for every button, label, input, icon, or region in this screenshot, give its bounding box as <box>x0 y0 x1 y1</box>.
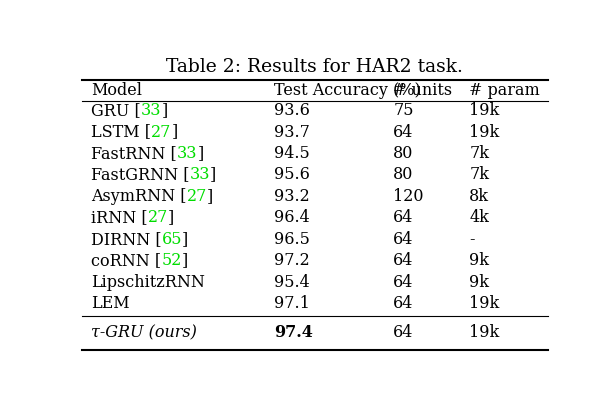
Text: LSTM [: LSTM [ <box>91 123 151 140</box>
Text: ]: ] <box>182 252 188 269</box>
Text: 93.6: 93.6 <box>274 102 310 119</box>
Text: 80: 80 <box>393 166 414 183</box>
Text: ]: ] <box>182 231 188 248</box>
Text: 96.4: 96.4 <box>274 209 310 226</box>
Text: 64: 64 <box>393 274 414 291</box>
Text: AsymRNN [: AsymRNN [ <box>91 188 187 205</box>
Text: GRU [: GRU [ <box>91 102 141 119</box>
Text: 4k: 4k <box>469 209 489 226</box>
Text: 96.5: 96.5 <box>274 231 310 248</box>
Text: FastGRNN [: FastGRNN [ <box>91 166 190 183</box>
Text: 33: 33 <box>190 166 210 183</box>
Text: 64: 64 <box>393 295 414 312</box>
Text: # param: # param <box>469 82 540 99</box>
Text: 75: 75 <box>393 102 414 119</box>
Text: 19k: 19k <box>469 295 500 312</box>
Text: ]: ] <box>171 123 177 140</box>
Text: Table 2: Results for HAR2 task.: Table 2: Results for HAR2 task. <box>166 59 463 76</box>
Text: 94.5: 94.5 <box>274 145 310 162</box>
Text: 8k: 8k <box>469 188 489 205</box>
Text: 64: 64 <box>393 252 414 269</box>
Text: ]: ] <box>197 145 203 162</box>
Text: 27: 27 <box>147 209 168 226</box>
Text: 80: 80 <box>393 145 414 162</box>
Text: 64: 64 <box>393 209 414 226</box>
Text: FastRNN [: FastRNN [ <box>91 145 177 162</box>
Text: ]: ] <box>207 188 213 205</box>
Text: Model: Model <box>91 82 142 99</box>
Text: ]: ] <box>161 102 168 119</box>
Text: 65: 65 <box>161 231 182 248</box>
Text: LipschitzRNN: LipschitzRNN <box>91 274 205 291</box>
Text: LEM: LEM <box>91 295 130 312</box>
Text: 97.2: 97.2 <box>274 252 310 269</box>
Text: 95.4: 95.4 <box>274 274 310 291</box>
Text: 27: 27 <box>151 123 171 140</box>
Text: 93.7: 93.7 <box>274 123 310 140</box>
Text: 9k: 9k <box>469 252 489 269</box>
Text: -: - <box>469 231 475 248</box>
Text: 9k: 9k <box>469 274 489 291</box>
Text: 120: 120 <box>393 188 424 205</box>
Text: 64: 64 <box>393 231 414 248</box>
Text: 7k: 7k <box>469 166 489 183</box>
Text: 93.2: 93.2 <box>274 188 310 205</box>
Text: 97.1: 97.1 <box>274 295 310 312</box>
Text: 33: 33 <box>177 145 197 162</box>
Text: 19k: 19k <box>469 102 500 119</box>
Text: # units: # units <box>393 82 453 99</box>
Text: 19k: 19k <box>469 123 500 140</box>
Text: coRNN [: coRNN [ <box>91 252 161 269</box>
Text: 7k: 7k <box>469 145 489 162</box>
Text: 97.4: 97.4 <box>274 324 313 341</box>
Text: 95.6: 95.6 <box>274 166 310 183</box>
Text: ]: ] <box>210 166 216 183</box>
Text: τ-GRU (ours): τ-GRU (ours) <box>91 324 197 341</box>
Text: iRNN [: iRNN [ <box>91 209 147 226</box>
Text: 52: 52 <box>161 252 182 269</box>
Text: 64: 64 <box>393 123 414 140</box>
Text: 33: 33 <box>141 102 161 119</box>
Text: ]: ] <box>168 209 174 226</box>
Text: 19k: 19k <box>469 324 500 341</box>
Text: 27: 27 <box>187 188 207 205</box>
Text: DIRNN [: DIRNN [ <box>91 231 161 248</box>
Text: Test Accuracy (%): Test Accuracy (%) <box>274 82 421 99</box>
Text: 64: 64 <box>393 324 414 341</box>
